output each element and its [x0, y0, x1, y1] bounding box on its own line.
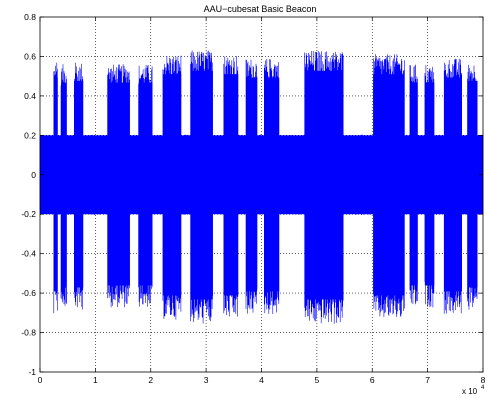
y-tick-label: -0.2	[21, 209, 36, 219]
x-tick-label: 1	[93, 375, 98, 385]
signal-trace	[404, 134, 411, 215]
y-tick-label: 0.6	[24, 51, 36, 61]
signal-trace	[373, 54, 405, 317]
y-tick-label: -0.6	[21, 288, 36, 298]
signal-trace	[107, 64, 130, 308]
signal-trace	[264, 58, 280, 314]
signal-trace	[190, 50, 213, 324]
x-tick-label: 5	[315, 375, 320, 385]
x-tick-label: 2	[148, 375, 153, 385]
signal-trace	[467, 64, 478, 310]
signal-trace	[461, 135, 468, 215]
x-tick-label: 6	[370, 375, 375, 385]
x-tick-labels: 0 1 2 3 4 5 6 7 8	[38, 375, 486, 385]
x-multiplier-exponent: 4	[481, 385, 485, 391]
signal-trace	[60, 64, 67, 306]
x-axis-multiplier: x 10 4	[462, 385, 485, 396]
signal-trace	[424, 65, 435, 308]
y-tick-label: -1	[28, 367, 36, 377]
signal-trace	[66, 136, 75, 215]
y-tick-label: 0.4	[24, 91, 36, 101]
signal-trace	[237, 134, 246, 215]
signal-trace	[434, 134, 445, 215]
x-tick-label: 8	[481, 375, 486, 385]
signal-trace	[212, 135, 225, 215]
axis-ticks	[39, 16, 484, 373]
y-tick-label: -0.8	[21, 328, 36, 338]
signal-trace	[256, 134, 265, 215]
signal-trace	[162, 55, 182, 320]
y-tick-label: 0	[31, 170, 36, 180]
x-tick-label: 4	[259, 375, 264, 385]
signal-trace	[278, 134, 305, 215]
signal-trace	[129, 135, 139, 215]
y-tick-label: 0.8	[24, 12, 36, 22]
signal-trace	[180, 134, 191, 215]
signal-layer	[39, 50, 484, 324]
signal-trace	[304, 50, 344, 324]
x-tick-label: 0	[38, 375, 43, 385]
signal-trace	[53, 62, 58, 314]
signal-trace	[245, 59, 258, 314]
signal-trace	[74, 62, 84, 310]
y-tick-label: -0.4	[21, 249, 36, 259]
signal-trace	[223, 56, 239, 317]
x-tick-label: 7	[425, 375, 430, 385]
y-tick-labels: -1 -0.8 -0.6 -0.4 -0.2 0 0.2 0.4 0.6 0.8	[21, 12, 36, 377]
x-tick-label: 3	[204, 375, 209, 385]
signal-trace	[152, 134, 164, 215]
signal-trace	[138, 64, 153, 307]
signal-trace	[343, 134, 374, 215]
y-tick-label: 0.2	[24, 130, 36, 140]
signal-trace	[57, 135, 61, 215]
signal-trace	[82, 134, 108, 215]
x-multiplier-base: x 10	[462, 387, 478, 396]
signal-trace	[443, 58, 462, 314]
signal-trace	[409, 64, 418, 305]
signal-trace	[417, 135, 425, 214]
chart-title: AAU−cubesat Basic Beacon	[204, 4, 317, 14]
